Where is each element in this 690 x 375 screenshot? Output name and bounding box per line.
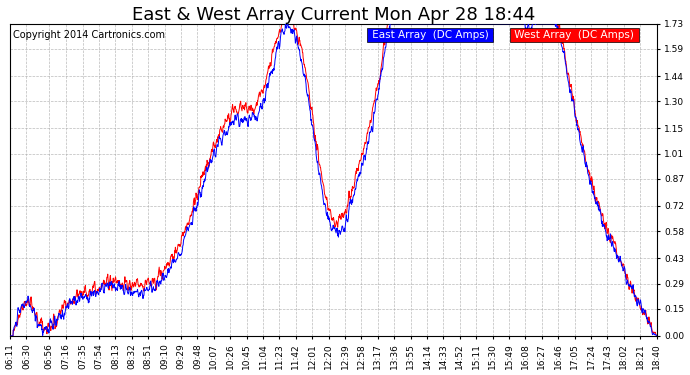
Text: Copyright 2014 Cartronics.com: Copyright 2014 Cartronics.com	[13, 30, 166, 40]
Text: East Array  (DC Amps): East Array (DC Amps)	[369, 30, 492, 40]
Text: West Array  (DC Amps): West Array (DC Amps)	[511, 30, 638, 40]
Title: East & West Array Current Mon Apr 28 18:44: East & West Array Current Mon Apr 28 18:…	[132, 6, 535, 24]
